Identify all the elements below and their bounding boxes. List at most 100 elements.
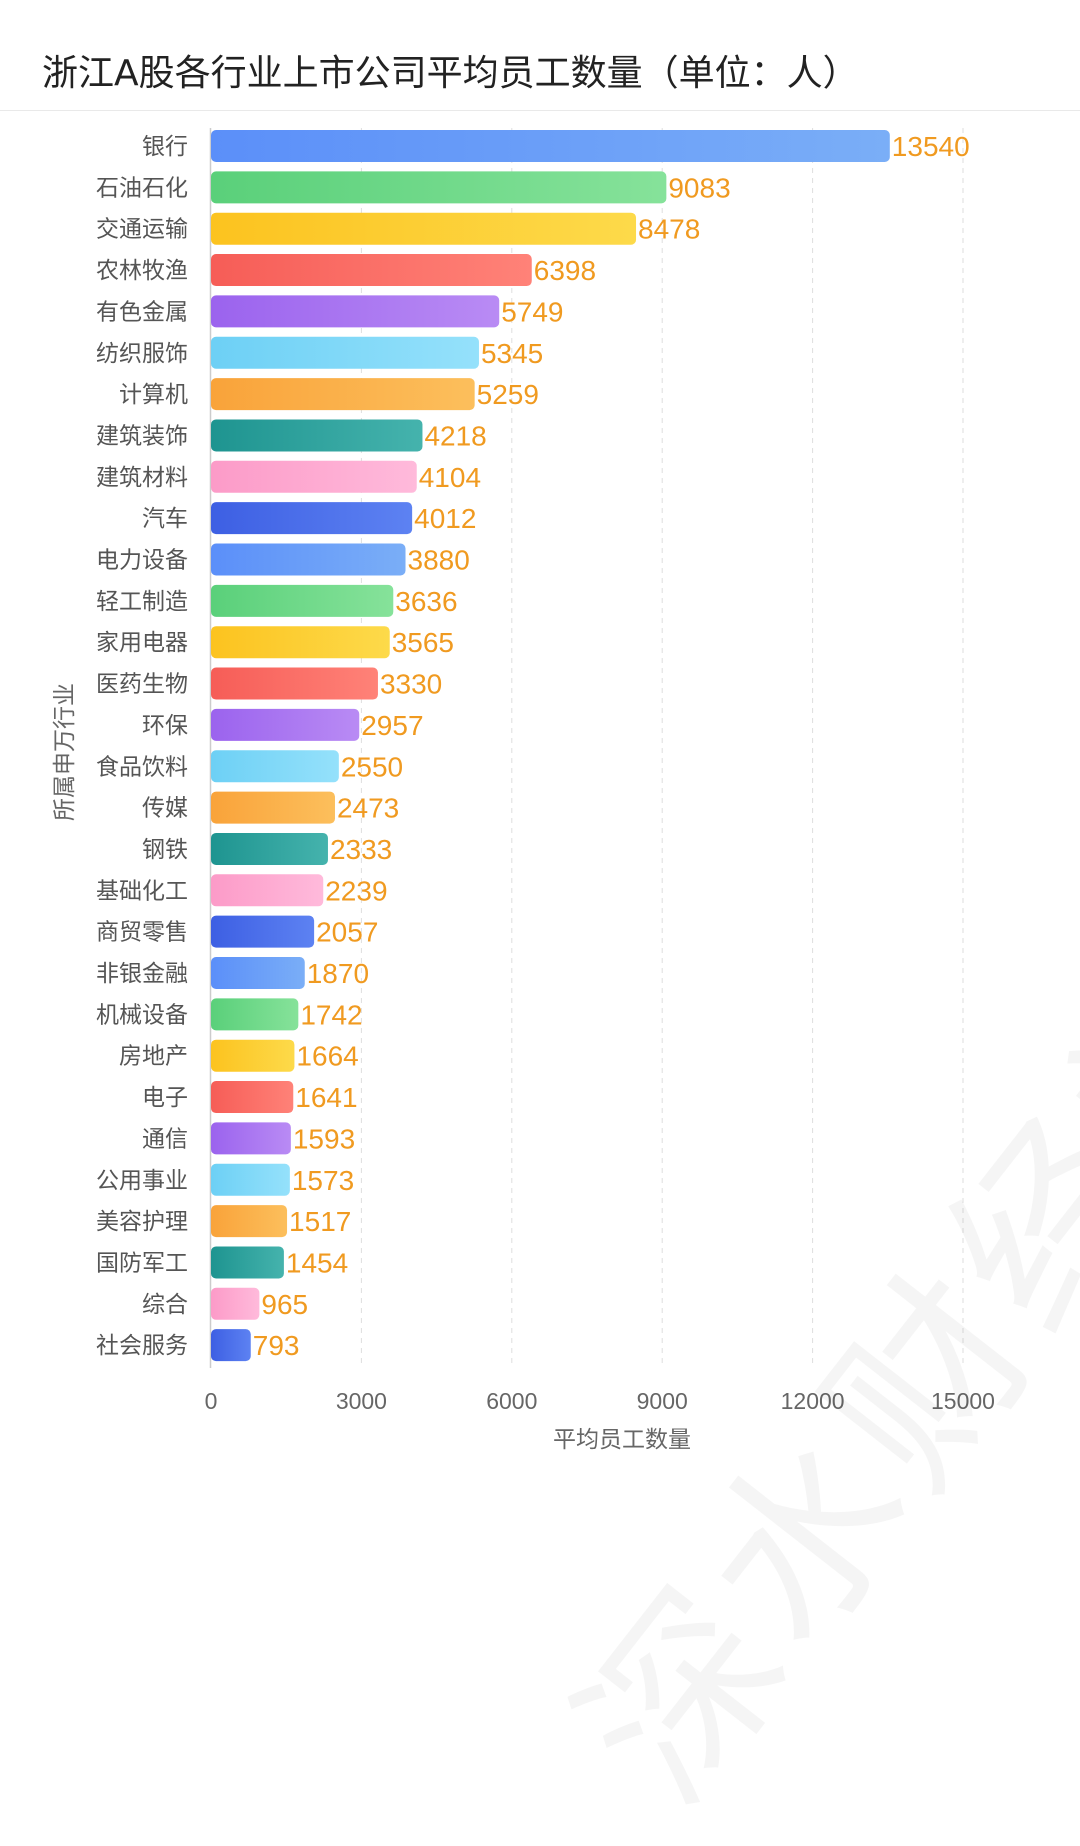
category-label: 食品饮料 xyxy=(96,753,188,779)
category-label: 综合 xyxy=(142,1291,188,1317)
value-label: 5345 xyxy=(481,338,543,369)
bar xyxy=(211,1246,284,1279)
value-label: 5749 xyxy=(501,296,563,327)
category-label: 计算机 xyxy=(119,381,188,407)
value-label: 6398 xyxy=(534,255,596,286)
bars xyxy=(211,130,890,1362)
bar xyxy=(211,998,299,1031)
bar xyxy=(211,254,532,287)
bar xyxy=(211,832,328,865)
category-label: 公用事业 xyxy=(96,1167,188,1193)
category-label: 非银金融 xyxy=(96,960,188,986)
category-label: 汽车 xyxy=(142,505,188,531)
x-tick-label: 9000 xyxy=(637,1388,688,1414)
value-label: 2239 xyxy=(325,875,387,906)
category-label: 电力设备 xyxy=(96,547,188,573)
bar xyxy=(211,1329,251,1362)
bar xyxy=(211,1163,290,1196)
bar xyxy=(211,336,479,369)
value-label: 1870 xyxy=(307,958,369,989)
chart-page: 浙江A股各行业上市公司平均员工数量（单位：人） 0 3000 6000 9000 120… xyxy=(0,53,1080,1452)
bar xyxy=(211,626,390,659)
category-label: 环保 xyxy=(142,712,188,738)
value-label: 8478 xyxy=(638,214,700,245)
bar xyxy=(211,791,335,824)
bar-chart: 0 3000 6000 9000 12000 15000 银行石油石化交通运输农林牧渔有色… xyxy=(51,128,995,1452)
category-label: 美容护理 xyxy=(96,1208,188,1234)
bar xyxy=(211,1205,288,1238)
bar xyxy=(211,212,637,245)
bar xyxy=(211,874,324,907)
value-label: 3565 xyxy=(392,627,454,658)
value-label: 2057 xyxy=(316,917,378,948)
category-label: 家用电器 xyxy=(96,629,188,655)
value-label: 793 xyxy=(253,1330,300,1361)
category-label: 钢铁 xyxy=(142,836,188,862)
category-label: 交通运输 xyxy=(96,216,188,242)
category-label: 轻工制造 xyxy=(96,588,188,614)
category-label: 石油石化 xyxy=(96,174,188,200)
value-label: 1517 xyxy=(289,1206,351,1237)
category-label: 国防军工 xyxy=(96,1249,188,1275)
bar xyxy=(211,419,423,452)
bar xyxy=(211,295,500,328)
y-axis-label: 所属申万行业 xyxy=(51,683,77,821)
bar xyxy=(211,502,413,535)
x-tick-label: 3000 xyxy=(336,1388,387,1414)
bar xyxy=(211,460,417,493)
bar xyxy=(211,1081,294,1114)
value-label: 4218 xyxy=(424,420,486,451)
title-divider xyxy=(0,110,1080,111)
bar xyxy=(211,171,667,204)
category-labels: 银行石油石化交通运输农林牧渔有色金属纺织服饰计算机建筑装饰建筑材料汽车电力设备轻… xyxy=(96,133,188,1358)
x-tick-label: 0 xyxy=(205,1388,218,1414)
category-label: 有色金属 xyxy=(96,298,188,324)
bar xyxy=(211,543,406,576)
bar xyxy=(211,708,360,741)
value-label: 4104 xyxy=(419,462,481,493)
value-label: 2333 xyxy=(330,834,392,865)
bar xyxy=(211,915,315,948)
category-label: 机械设备 xyxy=(96,1001,188,1027)
value-label: 3330 xyxy=(380,669,442,700)
category-label: 基础化工 xyxy=(96,877,188,903)
bar xyxy=(211,130,890,162)
bar xyxy=(211,957,305,989)
category-label: 纺织服饰 xyxy=(96,340,188,366)
category-label: 传媒 xyxy=(142,795,188,821)
value-label: 2473 xyxy=(337,793,399,824)
value-label: 1573 xyxy=(292,1165,354,1196)
category-label: 房地产 xyxy=(119,1043,188,1069)
x-axis-label: 平均员工数量 xyxy=(553,1426,691,1452)
value-label: 1593 xyxy=(293,1123,355,1154)
category-label: 电子 xyxy=(142,1084,188,1110)
category-label: 建筑材料 xyxy=(96,464,188,490)
value-label: 2550 xyxy=(341,751,403,782)
category-label: 银行 xyxy=(142,133,188,159)
value-label: 4012 xyxy=(414,503,476,534)
value-label: 3636 xyxy=(395,586,457,617)
bar xyxy=(211,750,339,783)
value-label: 965 xyxy=(261,1289,308,1320)
chart-title: 浙江A股各行业上市公司平均员工数量（单位：人） xyxy=(42,53,859,94)
value-label: 1742 xyxy=(300,999,362,1030)
value-label: 1641 xyxy=(295,1082,357,1113)
bar xyxy=(211,584,394,617)
category-label: 通信 xyxy=(142,1125,188,1151)
x-tick-label: 12000 xyxy=(781,1388,845,1414)
x-tick-labels: 0 3000 6000 9000 12000 15000 xyxy=(205,1388,995,1414)
value-label: 1664 xyxy=(296,1041,358,1072)
category-label: 医药生物 xyxy=(96,671,188,697)
x-tick-label: 6000 xyxy=(486,1388,537,1414)
bar xyxy=(211,1287,260,1320)
bar xyxy=(211,667,378,700)
category-label: 商贸零售 xyxy=(96,919,188,945)
value-labels: 13540 9083 8478 6398 5749 5345 5259 4218 4104 401… xyxy=(253,131,970,1361)
value-label: 9083 xyxy=(668,172,730,203)
category-label: 建筑装饰 xyxy=(96,422,188,448)
bar xyxy=(211,1039,295,1072)
x-tick-label: 15000 xyxy=(931,1388,995,1414)
category-label: 农林牧渔 xyxy=(96,257,188,283)
bar xyxy=(211,1122,291,1155)
category-label: 社会服务 xyxy=(96,1332,188,1358)
